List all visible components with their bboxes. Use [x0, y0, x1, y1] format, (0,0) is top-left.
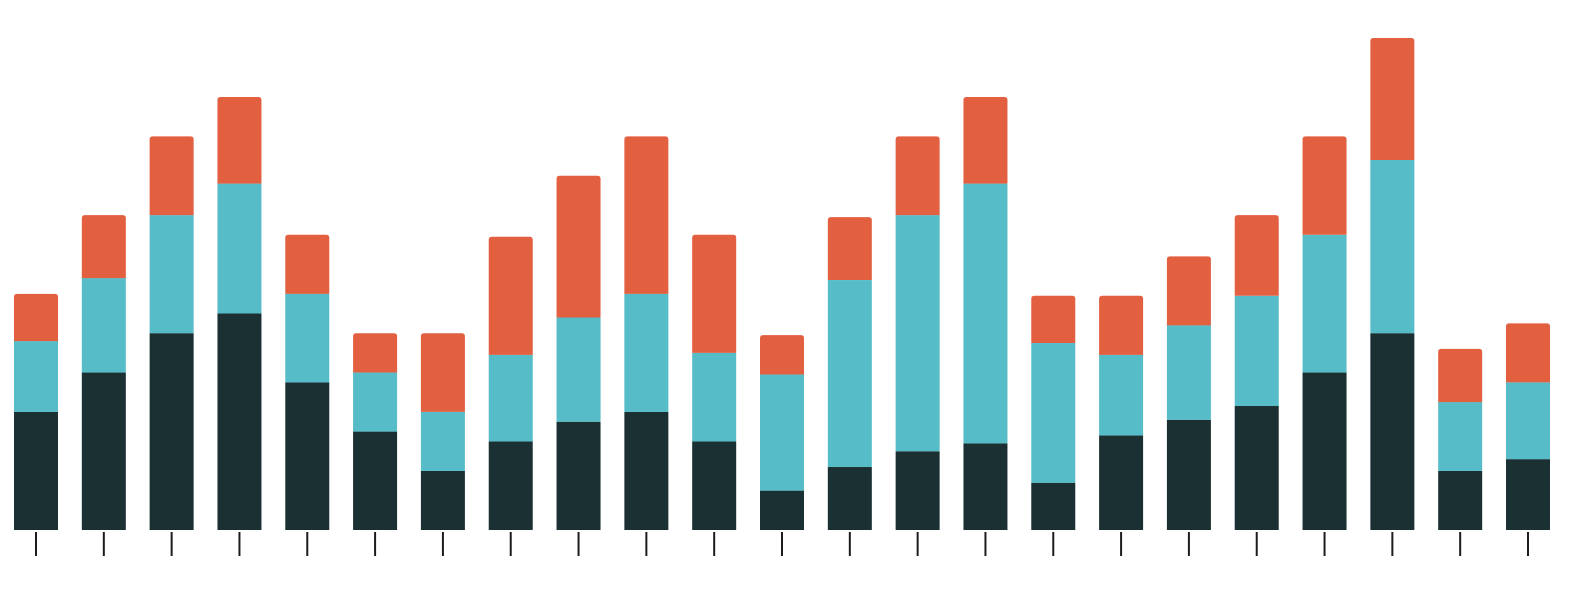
bar-segment-14-series-2 [963, 97, 1008, 184]
bar-segment-11-series-0 [760, 490, 804, 530]
bar-segment-8-series-2 [556, 175, 601, 318]
bar-segment-6-series-1 [420, 411, 465, 471]
bar-segment-8-series-0 [556, 421, 601, 530]
bar-segment-17-series-1 [1166, 325, 1211, 420]
bar-segment-18-series-2 [1234, 215, 1279, 296]
bar-segment-13-series-2 [895, 136, 940, 216]
bar-segment-5-series-0 [353, 431, 398, 530]
bar-segment-0-series-2 [14, 293, 58, 342]
bar-segment-22-series-1 [1506, 382, 1550, 460]
bar-segment-7-series-2 [488, 236, 533, 355]
bar-segment-6-series-0 [420, 470, 465, 530]
bar-segment-5-series-1 [353, 372, 398, 432]
bar-segment-9-series-2 [624, 136, 669, 294]
bar-segment-2-series-2 [149, 136, 194, 216]
bar-segment-10-series-1 [692, 352, 737, 442]
bar-segment-4-series-2 [285, 234, 330, 294]
bar-segment-15-series-1 [1031, 343, 1076, 483]
bar-segment-10-series-0 [692, 441, 737, 530]
bar-segment-13-series-1 [895, 215, 940, 452]
bar-segment-4-series-0 [285, 382, 330, 530]
bar-segment-1-series-2 [81, 215, 126, 279]
bar-segment-2-series-0 [149, 333, 194, 530]
bar-segment-18-series-0 [1234, 406, 1279, 530]
bar-segment-19-series-2 [1302, 136, 1347, 235]
bar-segment-20-series-2 [1370, 37, 1415, 160]
bar-segment-16-series-0 [1099, 435, 1144, 530]
bar-segment-7-series-1 [488, 354, 533, 442]
bar-segment-7-series-0 [488, 441, 533, 530]
bar-segment-1-series-0 [81, 372, 126, 530]
bar-segment-12-series-1 [827, 280, 872, 468]
bar-segment-4-series-1 [285, 293, 330, 383]
bar-segment-0-series-0 [14, 411, 58, 530]
bar-segment-8-series-1 [556, 317, 601, 422]
bar-segment-3-series-2 [217, 97, 262, 184]
bar-segment-17-series-2 [1166, 256, 1211, 326]
bar-segment-9-series-1 [624, 293, 669, 412]
bar-segment-21-series-2 [1438, 348, 1483, 403]
bar-segment-9-series-0 [624, 411, 669, 530]
bar-segment-10-series-2 [692, 234, 737, 353]
bar-segment-3-series-0 [217, 313, 262, 530]
bar-segment-22-series-2 [1506, 323, 1550, 383]
bar-segment-0-series-1 [14, 341, 58, 412]
bar-segment-14-series-0 [963, 443, 1008, 530]
bar-segment-21-series-1 [1438, 402, 1483, 471]
bar-segment-11-series-1 [760, 374, 804, 491]
bar-segment-11-series-2 [760, 335, 804, 375]
bar-segment-19-series-1 [1302, 234, 1347, 373]
bar-segment-3-series-1 [217, 183, 262, 314]
x-axis-ticks [35, 532, 1529, 556]
bar-segment-19-series-0 [1302, 372, 1347, 530]
bar-segment-12-series-2 [827, 217, 872, 281]
bars-layer [14, 37, 1550, 530]
bar-segment-18-series-1 [1234, 295, 1279, 407]
bar-segment-20-series-1 [1370, 159, 1415, 334]
bar-segment-15-series-0 [1031, 482, 1076, 530]
bar-segment-14-series-1 [963, 183, 1008, 444]
bar-segment-21-series-0 [1438, 470, 1483, 530]
bar-segment-2-series-1 [149, 215, 194, 334]
bar-segment-12-series-0 [827, 467, 872, 530]
bar-segment-13-series-0 [895, 451, 940, 530]
bar-segment-17-series-0 [1166, 419, 1211, 530]
bar-segment-16-series-2 [1099, 295, 1144, 355]
bar-segment-15-series-2 [1031, 295, 1076, 344]
bar-segment-5-series-2 [353, 333, 398, 373]
bar-segment-16-series-1 [1099, 354, 1144, 436]
bar-segment-22-series-0 [1506, 459, 1550, 530]
bar-segment-20-series-0 [1370, 333, 1415, 530]
bar-segment-6-series-2 [420, 333, 465, 412]
bar-segment-1-series-1 [81, 278, 126, 373]
